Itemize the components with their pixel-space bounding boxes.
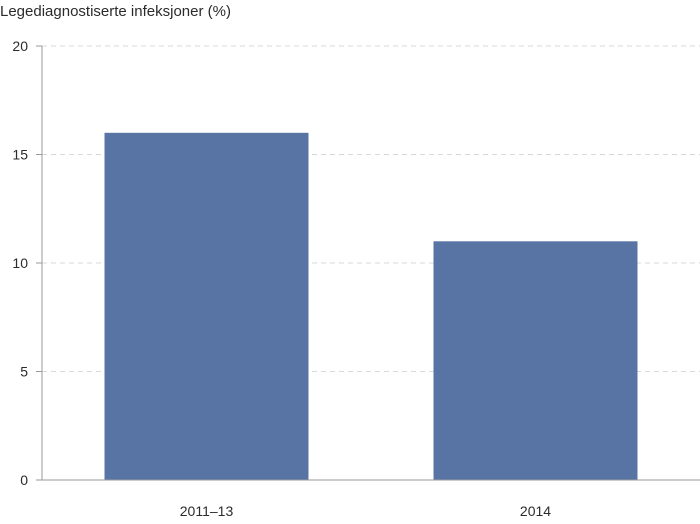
x-tick-label: 2011–13 — [180, 503, 234, 519]
y-tick-label: 20 — [12, 38, 28, 54]
y-tick-label: 15 — [12, 147, 28, 163]
bar — [104, 132, 309, 481]
y-tick-labels: 0 5 10 15 20 — [12, 38, 42, 488]
y-tick-label: 5 — [20, 364, 28, 380]
y-tick-label: 10 — [12, 255, 28, 271]
x-tick-labels: 2011–13 2014 — [180, 503, 552, 519]
y-tick-label: 0 — [20, 472, 28, 488]
x-tick-label: 2014 — [520, 503, 551, 519]
y-axis-label: Legediagnostiserte infeksjoner (%) — [0, 3, 231, 20]
bar — [433, 241, 638, 480]
bars — [104, 132, 638, 481]
